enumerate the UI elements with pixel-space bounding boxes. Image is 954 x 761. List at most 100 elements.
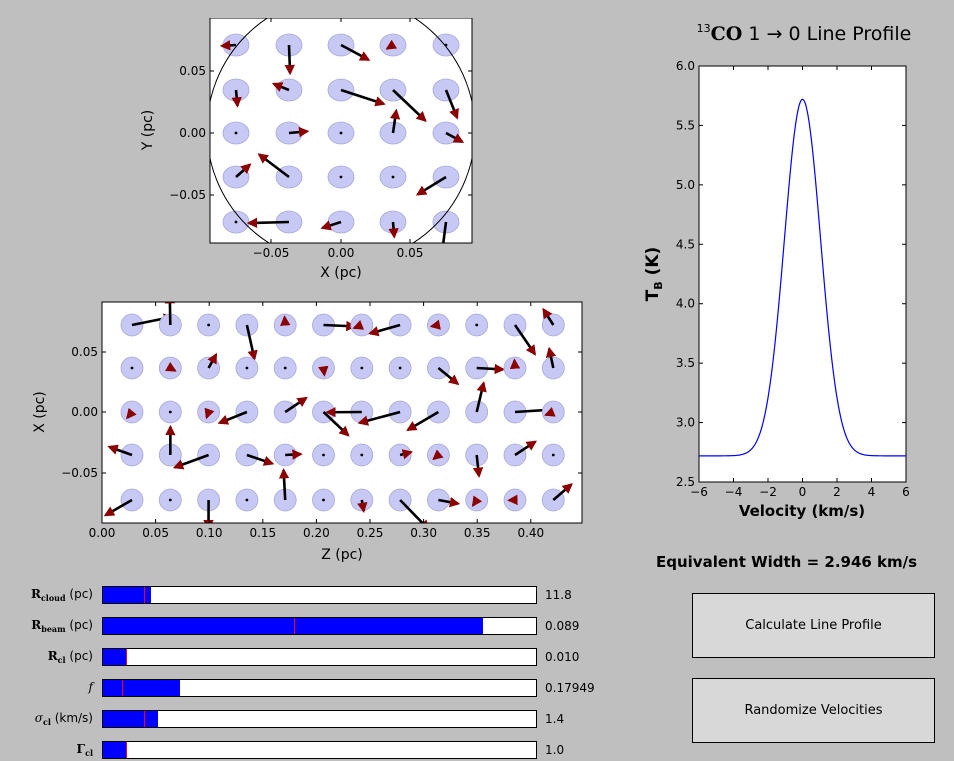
slider-value: 1.4: [545, 712, 565, 726]
velocity-dot: [207, 323, 211, 327]
velocity-arrow: [472, 454, 484, 478]
x-tick-label: 0: [799, 485, 807, 499]
velocity-arrow: [509, 358, 521, 370]
velocity-arrow: [513, 324, 537, 356]
velocity-arrow: [399, 499, 430, 523]
x-tick-label: 0.25: [357, 526, 384, 540]
velocity-arrow: [388, 221, 399, 239]
slider-track[interactable]: [102, 710, 537, 728]
velocity-dot: [322, 498, 325, 502]
velocity-arrow: [476, 363, 505, 375]
velocity-arrow: [471, 495, 483, 508]
velocity-arrow: [231, 89, 242, 108]
velocity-dot: [339, 131, 343, 135]
velocity-arrow: [219, 40, 237, 51]
slider-initial-marker: [125, 742, 127, 758]
line-profile-series: [699, 98, 906, 457]
velocity-arrow: [544, 406, 556, 417]
x-tick-label: 4: [868, 485, 876, 499]
slider-fill[interactable]: [103, 587, 151, 603]
velocity-dot: [234, 220, 238, 224]
velocity-dot: [339, 175, 343, 179]
velocity-arrow: [357, 499, 368, 514]
y-tick-label: −0.05: [169, 188, 206, 202]
y-tick-label: 4.5: [676, 237, 695, 251]
y-tick-label: −0.05: [61, 466, 98, 480]
y-tick-label: 0.00: [71, 405, 98, 419]
x-tick-label: 0.10: [196, 526, 223, 540]
y-tick-label: 3.5: [676, 356, 695, 370]
slider-fill[interactable]: [103, 618, 484, 634]
velocity-arrow: [246, 217, 290, 229]
velocity-arrow: [392, 89, 427, 122]
y-tick-label: 0.05: [179, 64, 206, 78]
randomize-velocities-button[interactable]: Randomize Velocities: [692, 678, 935, 743]
top-ylabel: Y (pc): [140, 110, 156, 152]
velocity-dot: [245, 366, 249, 370]
velocity-arrow: [514, 440, 538, 457]
velocity-arrow: [441, 221, 448, 243]
velocity-dot: [551, 453, 555, 457]
x-tick-label: 0.00: [89, 526, 116, 540]
velocity-arrow: [399, 449, 414, 460]
slider-initial-marker: [294, 618, 296, 634]
slider-track[interactable]: [102, 741, 537, 759]
slider-track[interactable]: [102, 617, 537, 635]
slider-fill[interactable]: [103, 649, 126, 665]
x-tick-label: 0.40: [517, 526, 544, 540]
velocity-dot: [398, 366, 402, 370]
slider-track[interactable]: [102, 586, 537, 604]
velocity-dot: [168, 498, 172, 502]
velocity-arrow: [288, 126, 310, 138]
velocity-arrow: [217, 410, 248, 425]
line-profile-title: 13CO 1 → 0 Line Profile: [697, 22, 912, 45]
x-tick-label: 0.05: [142, 526, 169, 540]
slider-label: Rcl (pc): [47, 649, 93, 665]
velocity-arrow: [235, 163, 252, 178]
velocity-arrow: [207, 352, 218, 369]
slider-label: σcl (km/s): [34, 711, 93, 727]
velocity-arrow: [340, 43, 371, 61]
velocity-arrow: [429, 319, 441, 330]
velocity-arrow: [552, 483, 573, 501]
y-tick-label: 0.05: [71, 345, 98, 359]
y-tick-label: 4.0: [676, 297, 695, 311]
slider-track[interactable]: [102, 648, 537, 666]
velocity-arrow: [245, 324, 258, 361]
y-tick-label: 6.0: [676, 59, 695, 73]
slider-track[interactable]: [102, 679, 537, 697]
x-tick-label: 0.35: [464, 526, 491, 540]
x-tick-label: 0.05: [397, 246, 424, 260]
velocity-dot: [360, 366, 364, 370]
velocity-arrow: [204, 407, 215, 420]
line-profile-panel: 13CO 1 → 0 Line Profile −6 −4 −2 0 2 4 6 6.0 5.5…: [630, 10, 950, 525]
middle-ylabel: X (pc): [32, 391, 48, 433]
velocity-arrow: [318, 365, 329, 377]
x-tick-label: −2: [759, 485, 777, 499]
slider-value: 11.8: [545, 588, 572, 602]
slider-value: 0.089: [545, 619, 580, 633]
slider-initial-marker: [144, 587, 146, 603]
slider-value: 1.0: [545, 743, 565, 757]
velocity-dot: [245, 498, 249, 502]
velocity-arrow: [475, 381, 487, 413]
x-tick-label: −0.05: [253, 246, 290, 260]
slider-fill[interactable]: [103, 742, 126, 758]
velocity-arrow: [545, 346, 557, 369]
velocity-arrow: [278, 468, 290, 501]
slider-fill[interactable]: [103, 680, 181, 696]
x-tick-label: 0.15: [249, 526, 276, 540]
top-xlabel: X (pc): [320, 265, 362, 281]
velocity-dot: [283, 366, 287, 370]
velocity-arrow: [285, 449, 303, 460]
middle-panel-svg: 0.00 0.05 0.10 0.15 0.20 0.25 0.30 0.35 0.40 0.05…: [32, 301, 583, 563]
calculate-line-profile-button[interactable]: Calculate Line Profile: [692, 593, 935, 658]
y-tick-label: 0.00: [179, 126, 206, 140]
velocity-dot: [234, 131, 238, 135]
velocity-dot: [168, 410, 172, 414]
slider-label: f: [88, 680, 93, 694]
velocity-arrow: [246, 453, 275, 466]
slider-fill[interactable]: [103, 711, 159, 727]
top-panel: −0.05 0.00 0.05 0.05 0.00 −0.05 X (pc) Y (pc): [140, 17, 480, 283]
x-tick-label: 0.20: [303, 526, 330, 540]
